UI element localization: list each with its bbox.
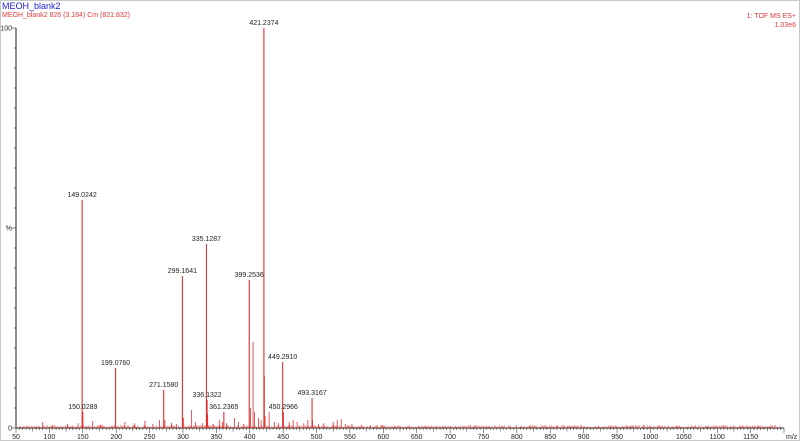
y-tick-label: % bbox=[6, 226, 12, 233]
peak-label: 299.1641 bbox=[168, 268, 197, 275]
x-tick-label: 100 bbox=[44, 434, 56, 441]
x-tick-label: 150 bbox=[77, 434, 89, 441]
x-axis-title: m/z bbox=[786, 434, 798, 441]
x-tick-label: 750 bbox=[478, 434, 490, 441]
x-tick-label: 900 bbox=[578, 434, 590, 441]
peak-label: 336.1322 bbox=[192, 392, 221, 399]
peak-label: 450.2966 bbox=[269, 404, 298, 411]
function-info: 1: TOF MS ES+ 1.03e6 bbox=[747, 12, 796, 30]
peaks bbox=[19, 28, 781, 428]
x-tick-label: 250 bbox=[144, 434, 156, 441]
x-tick-label: 700 bbox=[444, 434, 456, 441]
peak-labels: 421.2374 149.0242 335.1287 299.1641 399.2536… bbox=[68, 20, 327, 411]
y-tick-label: 0 bbox=[8, 426, 12, 433]
peak-label: 361.2365 bbox=[209, 404, 238, 411]
function-label: 1: TOF MS ES+ bbox=[746, 13, 796, 20]
scan-info: MEOH_blank2 826 (3.184) Cm (821:832) bbox=[2, 12, 131, 19]
x-tick-label: 950 bbox=[611, 434, 623, 441]
x-tick-label: 300 bbox=[177, 434, 189, 441]
peak-label: 493.3167 bbox=[297, 390, 326, 397]
peak-label: 149.0242 bbox=[68, 192, 97, 199]
x-tick-label: 1150 bbox=[743, 434, 758, 441]
sample-name: MEOH_blank2 bbox=[2, 1, 61, 11]
peak-label: 199.0760 bbox=[101, 360, 130, 367]
x-tick-label: 450 bbox=[277, 434, 289, 441]
peak-label: 421.2374 bbox=[249, 20, 278, 27]
y-tick-label: 100 bbox=[0, 26, 12, 33]
x-tick-label: 50 bbox=[12, 434, 20, 441]
x-tick-label: 800 bbox=[511, 434, 523, 441]
x-tick-label: 1100 bbox=[710, 434, 725, 441]
x-tick-label: 1000 bbox=[643, 434, 659, 441]
peak-label: 335.1287 bbox=[192, 236, 221, 243]
x-tick-label: 550 bbox=[344, 434, 356, 441]
peak-label: 150.0289 bbox=[68, 404, 97, 411]
x-tick-label: 350 bbox=[211, 434, 223, 441]
peak-label: 449.2910 bbox=[268, 354, 297, 361]
x-tick-label: 850 bbox=[544, 434, 556, 441]
x-tick-label: 650 bbox=[411, 434, 423, 441]
peak-label: 271.1580 bbox=[149, 382, 178, 389]
x-tick-label: 400 bbox=[244, 434, 256, 441]
x-tick-label: 600 bbox=[377, 434, 389, 441]
axes: 100% 050 100 150 200 250 300 350 400 450 500 550 600… bbox=[0, 26, 797, 441]
peak-label: 399.2536 bbox=[235, 272, 264, 279]
x-tick-label: 200 bbox=[110, 434, 122, 441]
x-tick-label: 500 bbox=[311, 434, 323, 441]
intensity-label: 1.03e6 bbox=[774, 22, 796, 29]
x-tick-label: 1050 bbox=[676, 434, 692, 441]
